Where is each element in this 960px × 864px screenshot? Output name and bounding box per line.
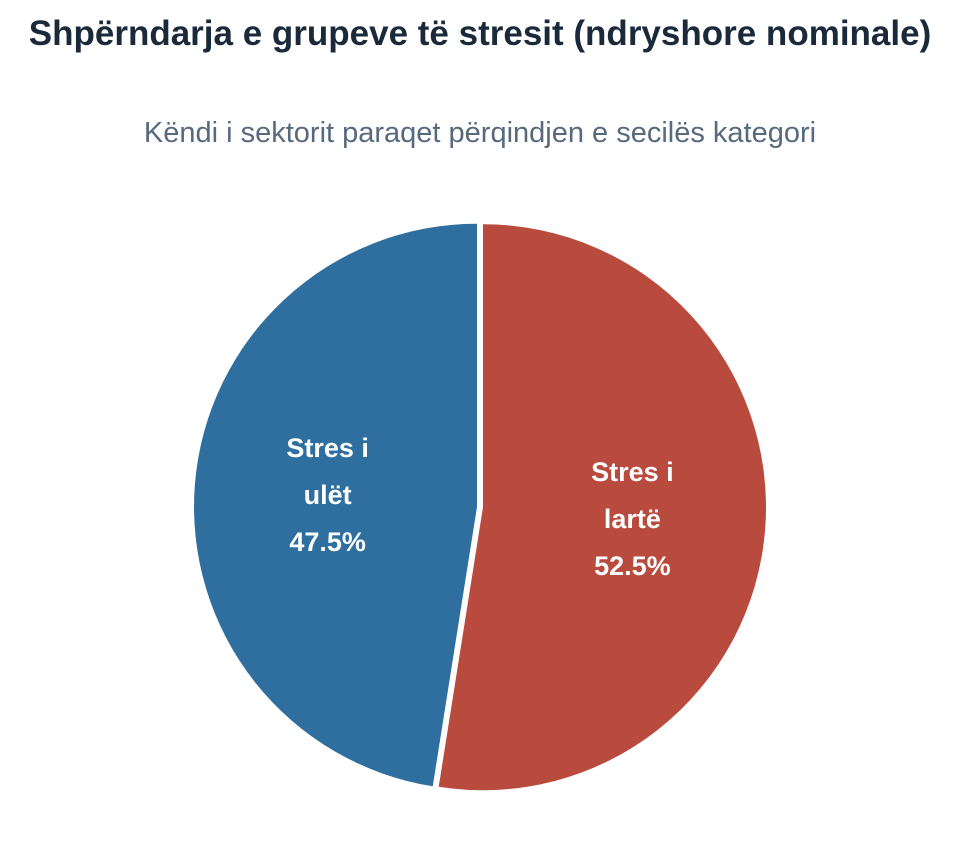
pie-slice-value-1: 47.5% (289, 527, 366, 557)
pie-slice-value-0: 52.5% (594, 551, 671, 581)
pie-slice-label-0: Stres i lartë 52.5% (591, 457, 674, 581)
pie-labels: Stres i lartë 52.5% Stres i ulët 47.5% (286, 433, 673, 581)
pie-slice-0 (438, 224, 766, 791)
chart-title: Shpërndarja e grupeve të stresit (ndrysh… (28, 14, 932, 53)
pie-slice-1 (194, 223, 478, 787)
pie-slice-category-1: Stres i (286, 433, 369, 463)
pie-slice-label-1: Stres i ulët 47.5% (286, 433, 369, 557)
pie-slice-category-1: ulët (304, 480, 352, 510)
pie-slice-category-0: Stres i (591, 457, 674, 487)
pie-slices (194, 223, 766, 791)
chart-subtitle: Këndi i sektorit paraqet përqindjen e se… (143, 117, 817, 149)
pie-slice-category-0: lartë (604, 504, 661, 534)
